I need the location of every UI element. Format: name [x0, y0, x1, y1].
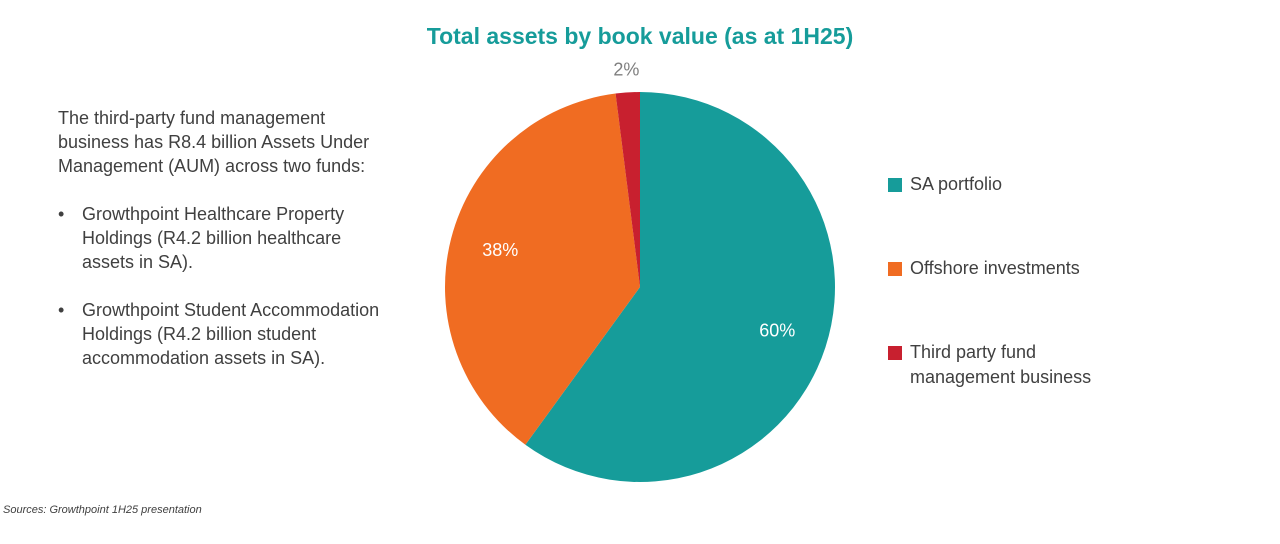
source: Sources: Growthpoint 1H25 presentation	[3, 504, 202, 516]
bullet: Growthpoint Healthcare Property Holdings…	[58, 202, 393, 274]
bullet: Growthpoint Student Accommodation Holdin…	[58, 298, 393, 370]
legend: SA portfolio Offshore investments Third pa…	[888, 172, 1138, 424]
legend-item: SA portfolio	[888, 172, 1138, 256]
pie-slice	[525, 92, 836, 482]
intro: The third-party fund management business…	[58, 108, 370, 176]
legend-swatch	[888, 262, 902, 276]
notes: The third-party fund management business…	[58, 106, 393, 394]
pie-slice	[615, 92, 640, 287]
legend-swatch	[888, 346, 902, 360]
chart-title: Total assets by book value (as at 1H25)	[427, 23, 854, 49]
legend-swatch	[888, 178, 902, 192]
data-label: 38%	[482, 240, 518, 260]
legend-label: Offshore investments	[910, 258, 1080, 278]
legend-item: Third party fund management business	[888, 340, 1138, 424]
data-label: 60%	[759, 320, 795, 340]
pie-slice	[445, 93, 640, 445]
legend-item: Offshore investments	[888, 256, 1138, 340]
legend-label: Third party fund management business	[910, 342, 1092, 387]
legend-label: SA portfolio	[910, 174, 1003, 194]
data-label: 2%	[613, 60, 639, 80]
